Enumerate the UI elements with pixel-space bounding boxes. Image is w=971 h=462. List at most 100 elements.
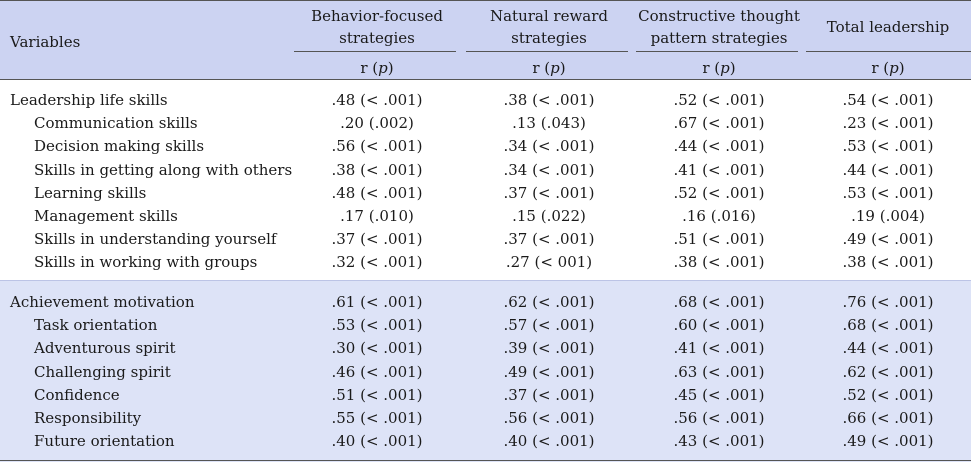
row-value: .53 (< .001) — [331, 316, 423, 335]
col-header-line: strategies — [511, 29, 587, 47]
col-natural-reward-header: Natural reward strategies — [466, 5, 632, 49]
col-subheader: r (p) — [360, 59, 394, 77]
row-value: .37 (< .001) — [503, 230, 595, 249]
row-value: .62 (< .001) — [503, 293, 595, 311]
row-value: .67 (< .001) — [673, 114, 765, 133]
table-row: Leadership life skills .48 (< .001) .38 (<… — [0, 89, 971, 112]
row-value: .34 (< .001) — [503, 137, 595, 156]
row-value: .38 (< .001) — [673, 253, 765, 272]
table-row: Responsibility .55 (< .001) .56 (< .001) .5… — [0, 407, 971, 430]
row-value: .39 (< .001) — [503, 339, 595, 358]
row-value: .32 (< .001) — [331, 253, 423, 272]
row-value: .37 (< .001) — [331, 230, 423, 249]
table-header: Variables Behavior-focused strategies Na… — [0, 0, 971, 80]
row-value: .23 (< .001) — [842, 114, 934, 133]
row-value: .40 (< .001) — [503, 432, 595, 451]
row-value: .38 (< .001) — [331, 160, 423, 179]
row-value: .44 (< .001) — [842, 160, 934, 179]
col-subheader: r (p) — [532, 59, 566, 77]
row-value: .51 (< .001) — [331, 385, 423, 404]
row-value: .17 (.010) — [340, 207, 414, 225]
row-value: .51 (< .001) — [673, 230, 765, 249]
col-subheader: r (p) — [702, 59, 736, 77]
row-label: Leadership life skills — [10, 91, 168, 109]
row-label: Confidence — [34, 385, 120, 404]
row-value: .16 (.016) — [682, 207, 756, 225]
table-row: Adventurous spirit .30 (< .001) .39 (< .00… — [0, 337, 971, 360]
header-divider — [806, 51, 971, 52]
row-label: Skills in understanding yourself — [34, 230, 277, 249]
row-value: .19 (.004) — [851, 207, 925, 225]
row-value: .61 (< .001) — [331, 293, 423, 311]
table-row: Task orientation .53 (< .001) .57 (< .001)… — [0, 314, 971, 337]
row-value: .62 (< .001) — [842, 362, 934, 381]
col-subheader: r (p) — [871, 59, 905, 77]
row-value: .52 (< .001) — [842, 385, 934, 404]
row-value: .45 (< .001) — [673, 385, 765, 404]
col-header-line: strategies — [339, 29, 415, 47]
col-behavior-focused-header: Behavior-focused strategies — [294, 5, 460, 49]
col-header-line: pattern strategies — [650, 29, 788, 47]
row-value: .57 (< .001) — [503, 316, 595, 335]
row-value: .54 (< .001) — [842, 91, 934, 109]
section-leadership-life-skills: Leadership life skills .48 (< .001) .38 (<… — [0, 80, 971, 280]
section-achievement-motivation: Achievement motivation .61 (< .001) .62 (<… — [0, 280, 971, 462]
row-label: Skills in working with groups — [34, 253, 258, 272]
row-value: .52 (< .001) — [673, 91, 765, 109]
row-value: .43 (< .001) — [673, 432, 765, 451]
row-label: Responsibility — [34, 409, 142, 427]
row-value: .56 (< .001) — [331, 137, 423, 156]
row-value: .34 (< .001) — [503, 160, 595, 179]
table-row: Skills in working with groups .32 (< .001… — [0, 251, 971, 274]
col-header-line: Behavior-focused — [311, 7, 443, 25]
row-value: .15 (.022) — [512, 207, 586, 225]
variables-header: Variables — [10, 33, 81, 51]
row-value: .60 (< .001) — [673, 316, 765, 335]
row-value: .49 (< .001) — [842, 432, 934, 451]
row-value: .55 (< .001) — [331, 409, 423, 427]
row-value: .49 (< .001) — [503, 362, 595, 381]
row-value: .44 (< .001) — [673, 137, 765, 156]
table-row: Skills in getting along with others .38 (… — [0, 159, 971, 182]
row-value: .56 (< .001) — [503, 409, 595, 427]
row-value: .53 (< .001) — [842, 137, 934, 156]
row-value: .37 (< .001) — [503, 183, 595, 202]
col-header-line: Total leadership — [826, 18, 950, 36]
header-divider — [636, 51, 798, 52]
row-value: .48 (< .001) — [331, 183, 423, 202]
table-row: Learning skills .48 (< .001) .37 (< .001).… — [0, 182, 971, 205]
row-value: .44 (< .001) — [842, 339, 934, 358]
row-value: .41 (< .001) — [673, 160, 765, 179]
row-value: .53 (< .001) — [842, 183, 934, 202]
table-row: Challenging spirit .46 (< .001) .49 (< .00… — [0, 361, 971, 384]
table-row: Management skills .17 (.010) .15 (.022) .16… — [0, 205, 971, 228]
row-value: .41 (< .001) — [673, 339, 765, 358]
row-value: .63 (< .001) — [673, 362, 765, 381]
row-value: .49 (< .001) — [842, 230, 934, 249]
row-value: .56 (< .001) — [673, 409, 765, 427]
row-label: Decision making skills — [34, 137, 205, 156]
col-total-leadership-header: Total leadership — [806, 16, 970, 38]
row-label: Challenging spirit — [34, 362, 171, 381]
row-label: Communication skills — [34, 114, 198, 133]
header-divider — [466, 51, 628, 52]
row-label: Skills in getting along with others — [34, 160, 293, 179]
row-label: Learning skills — [34, 183, 147, 202]
row-label: Task orientation — [34, 316, 158, 335]
table-row: Future orientation .40 (< .001) .40 (< .00… — [0, 430, 971, 453]
row-label: Achievement motivation — [10, 293, 195, 311]
row-value: .38 (< .001) — [503, 91, 595, 109]
row-value: .46 (< .001) — [331, 362, 423, 381]
row-label: Management skills — [34, 207, 178, 225]
row-value: .68 (< .001) — [673, 293, 765, 311]
row-value: .76 (< .001) — [842, 293, 934, 311]
table-row: Decision making skills .56 (< .001) .34 (<… — [0, 135, 971, 158]
table-row: Confidence .51 (< .001) .37 (< .001) .45 (<… — [0, 384, 971, 407]
table-row: Communication skills .20 (.002) .13 (.043)… — [0, 112, 971, 135]
row-value: .30 (< .001) — [331, 339, 423, 358]
row-value: .68 (< .001) — [842, 316, 934, 335]
row-value: .52 (< .001) — [673, 183, 765, 202]
row-value: .27 (< 001) — [505, 253, 593, 272]
row-value: .66 (< .001) — [842, 409, 934, 427]
